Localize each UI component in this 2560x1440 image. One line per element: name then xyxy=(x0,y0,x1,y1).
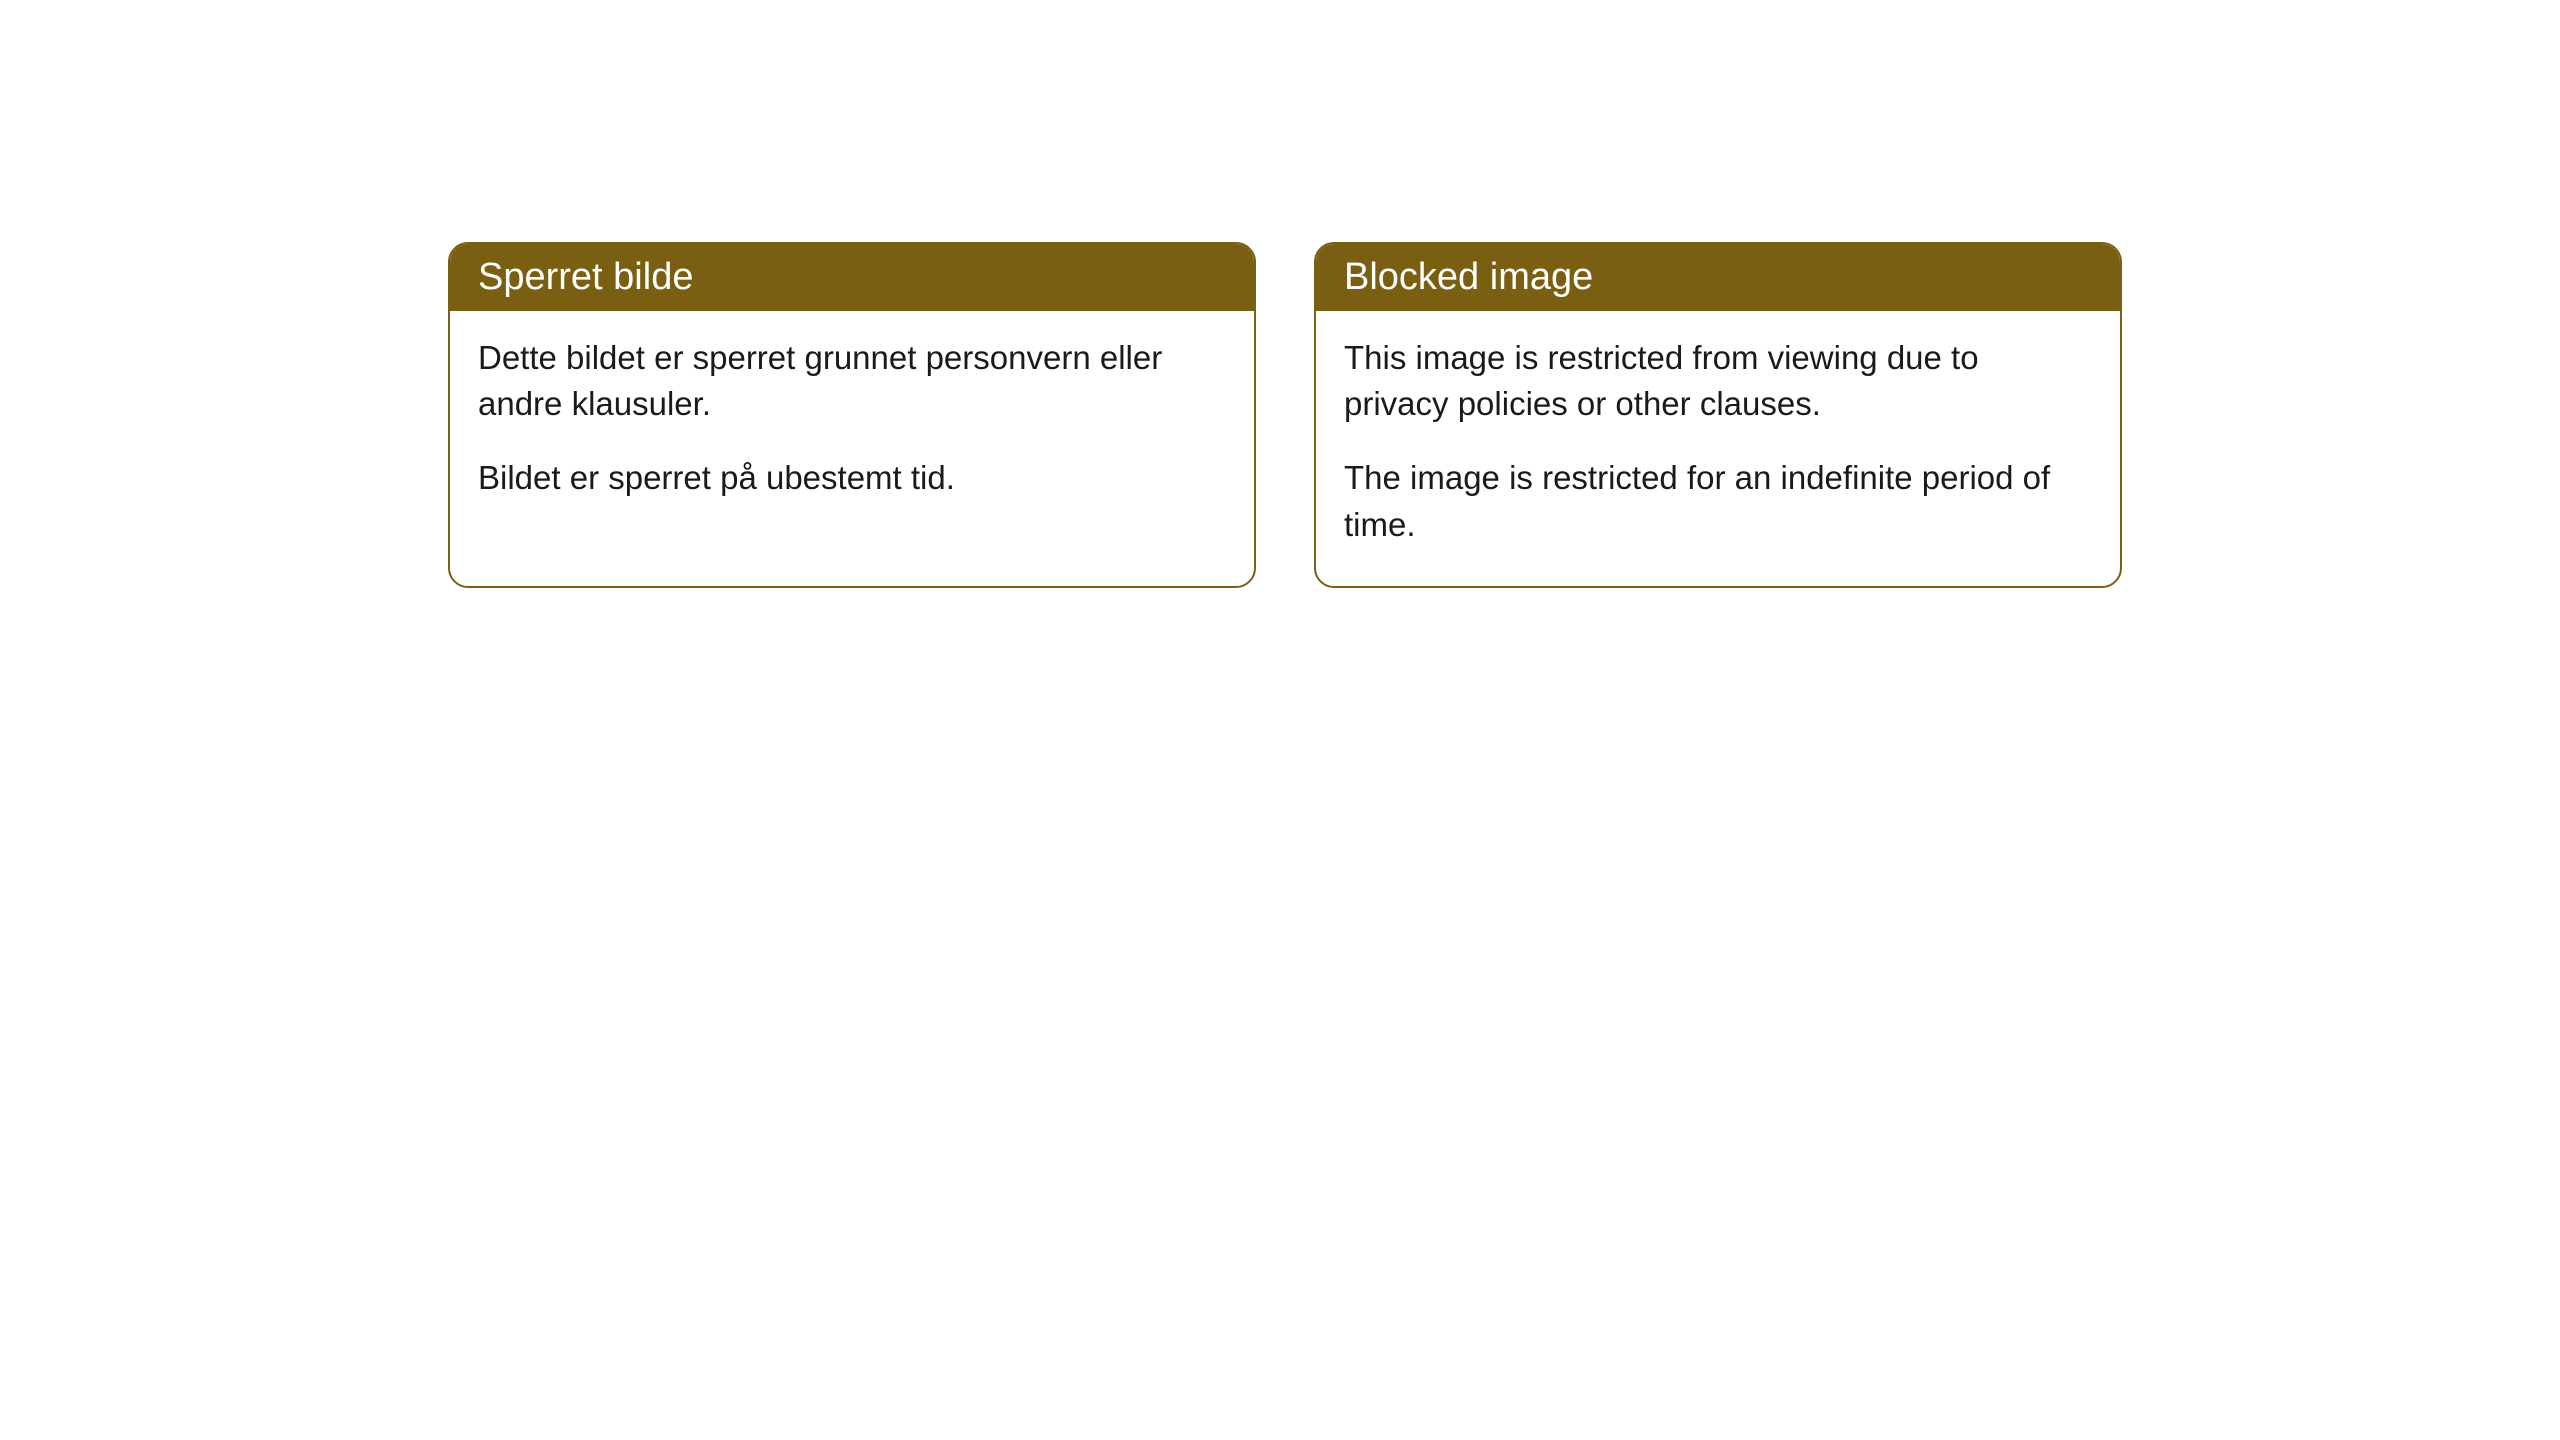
card-header-english: Blocked image xyxy=(1316,244,2120,311)
card-paragraph-1-norwegian: Dette bildet er sperret grunnet personve… xyxy=(478,335,1226,427)
notice-card-norwegian: Sperret bilde Dette bildet er sperret gr… xyxy=(448,242,1256,588)
card-title-english: Blocked image xyxy=(1344,256,1593,298)
card-body-norwegian: Dette bildet er sperret grunnet personve… xyxy=(450,311,1254,540)
card-paragraph-2-english: The image is restricted for an indefinit… xyxy=(1344,455,2092,547)
notice-card-english: Blocked image This image is restricted f… xyxy=(1314,242,2122,588)
card-header-norwegian: Sperret bilde xyxy=(450,244,1254,311)
card-paragraph-2-norwegian: Bildet er sperret på ubestemt tid. xyxy=(478,455,1226,501)
card-title-norwegian: Sperret bilde xyxy=(478,256,693,298)
notice-cards-container: Sperret bilde Dette bildet er sperret gr… xyxy=(448,242,2122,588)
card-body-english: This image is restricted from viewing du… xyxy=(1316,311,2120,586)
card-paragraph-1-english: This image is restricted from viewing du… xyxy=(1344,335,2092,427)
